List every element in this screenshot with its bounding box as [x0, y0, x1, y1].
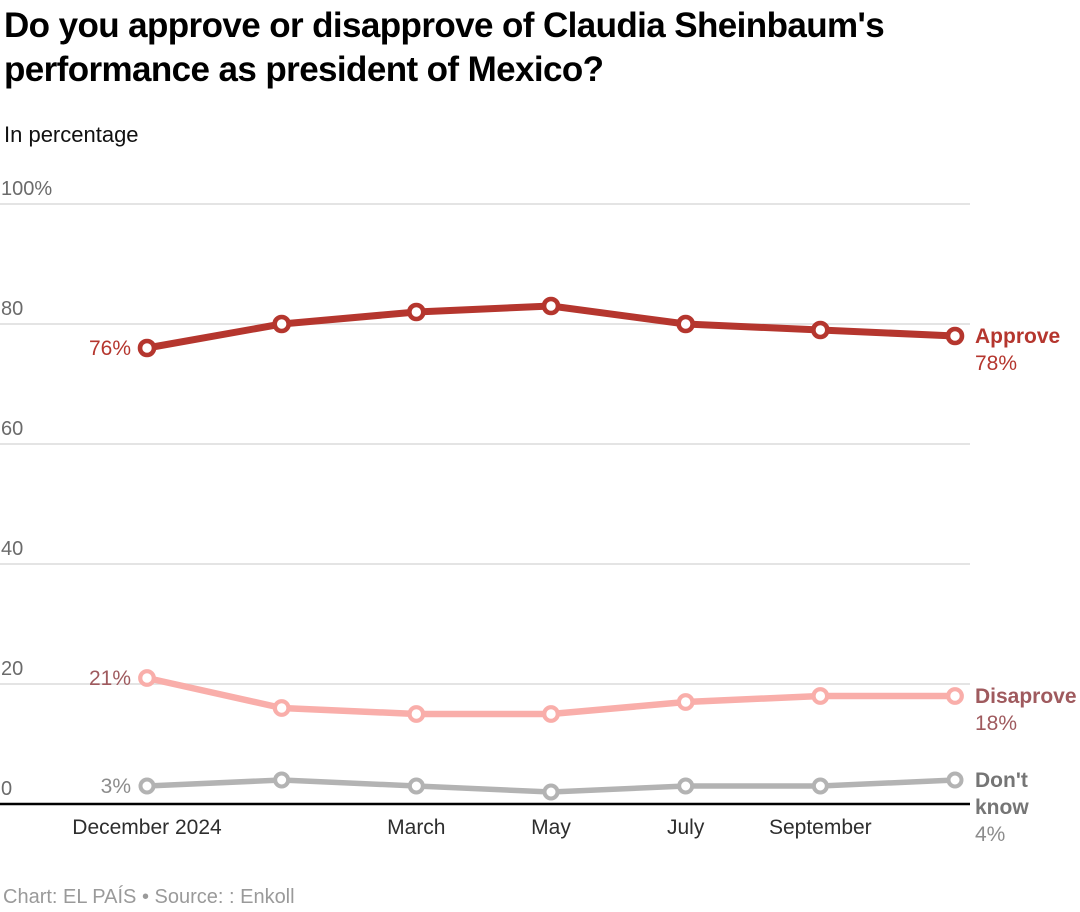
x-axis-label: September: [769, 816, 872, 839]
disapprove-point: [542, 705, 560, 723]
approve-point: [676, 314, 695, 334]
y-axis-tick-label: 60: [1, 418, 23, 440]
approve-start-value-label: 76%: [89, 337, 131, 360]
approve-point: [407, 302, 426, 322]
x-axis-label: May: [531, 816, 571, 839]
dontknow-point: [138, 777, 156, 795]
disapprove-end-label: Disaprove: [975, 685, 1077, 708]
y-axis-tick-label: 40: [1, 538, 23, 560]
dontknow-end-value-label: 4%: [975, 823, 1005, 846]
page-title: Do you approve or disapprove of Claudia …: [4, 6, 885, 89]
disapprove-point: [138, 669, 156, 687]
dontknow-start-value-label: 3%: [101, 775, 131, 798]
dontknow-point: [811, 777, 829, 795]
dontknow-end-label: know: [975, 796, 1029, 819]
approve-point: [945, 326, 965, 346]
approve-point: [137, 338, 157, 358]
disapprove-point: [676, 693, 695, 711]
disapprove-start-value-label: 21%: [89, 667, 131, 690]
x-axis-label: March: [387, 816, 445, 839]
approve-end-label: Approve: [975, 325, 1060, 348]
dontknow-point: [273, 771, 291, 789]
disapprove-point: [811, 687, 830, 705]
dontknow-point: [946, 771, 964, 789]
dontknow-end-label: Don't: [975, 769, 1028, 792]
approve-point: [811, 320, 830, 340]
dontknow-point: [542, 783, 560, 801]
approve-point: [541, 296, 561, 316]
y-axis-tick-label: 80: [1, 298, 23, 320]
disapprove-end-value-label: 18%: [975, 712, 1017, 735]
y-axis-tick-label: 100%: [1, 178, 52, 200]
approve-end-value-label: 78%: [975, 352, 1017, 375]
dontknow-point: [677, 777, 695, 795]
chart-subtitle: In percentage: [4, 122, 139, 147]
y-axis-tick-label: 0: [1, 778, 12, 800]
dontknow-point: [407, 777, 425, 795]
chart-footer: Chart: EL PAÍS • Source: : Enkoll: [3, 886, 295, 908]
disapprove-point: [946, 687, 964, 705]
x-axis-label: December 2024: [72, 816, 222, 839]
disapprove-point: [407, 705, 426, 723]
y-axis-tick-label: 20: [1, 658, 23, 680]
x-axis-label: July: [667, 816, 705, 839]
approve-point: [272, 314, 291, 334]
disapprove-point: [272, 699, 291, 717]
